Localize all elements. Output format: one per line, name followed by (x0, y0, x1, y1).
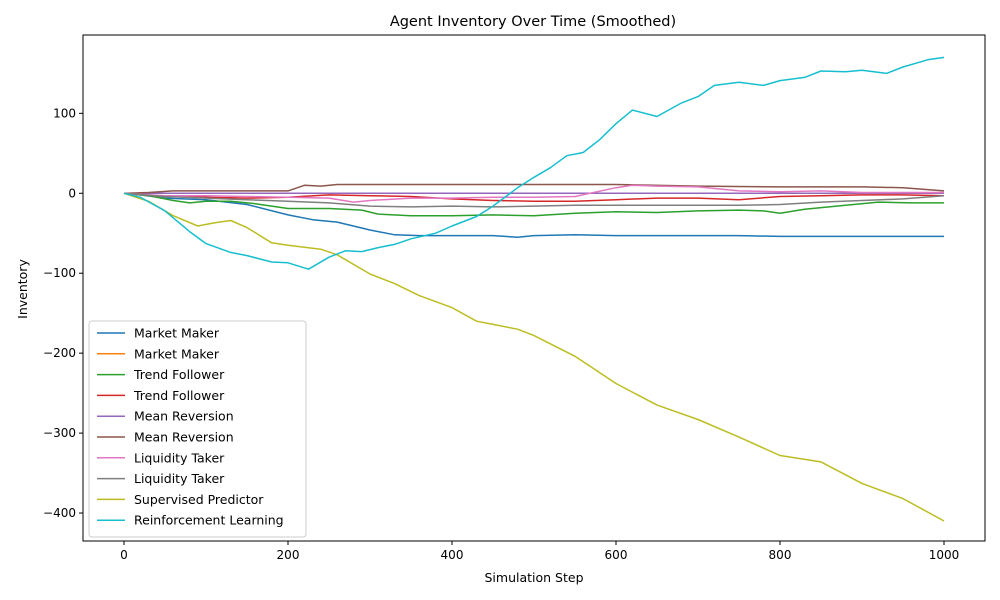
series-line-0 (123, 192, 944, 238)
legend-label: Mean Reversion (134, 409, 234, 424)
x-tick-label: 1000 (929, 548, 960, 562)
series-line-9 (123, 56, 945, 270)
legend-label: Mean Reversion (134, 430, 234, 445)
legend-label: Liquidity Taker (134, 450, 225, 465)
legend-label: Supervised Predictor (134, 492, 264, 507)
x-tick-label: 200 (277, 548, 300, 562)
series-line-5 (123, 183, 945, 195)
series-line-3 (123, 192, 945, 203)
legend: Market Maker Market Maker Trend Follower Tr… (88, 320, 307, 538)
chart-title: Agent Inventory Over Time (Smoothed) (390, 14, 676, 30)
legend-label: Trend Follower (133, 388, 225, 403)
legend-label: Market Maker (134, 346, 220, 361)
legend-label: Trend Follower (133, 367, 225, 382)
x-tick-label: 800 (769, 548, 792, 562)
y-axis: 100 0 −100 −200 −300 −400 (43, 106, 83, 520)
y-tick-label: 0 (68, 186, 76, 200)
y-tick-label: −400 (43, 506, 76, 520)
series-line-2 (123, 192, 944, 217)
series-line-6 (123, 184, 944, 203)
legend-label: Reinforcement Learning (134, 513, 284, 528)
plot-frame (82, 34, 986, 542)
series-lines (123, 56, 945, 522)
x-axis-label: Simulation Step (484, 570, 583, 585)
series-line-7 (123, 192, 945, 208)
y-tick-label: 100 (53, 106, 76, 120)
x-tick-label: 600 (605, 548, 628, 562)
legend-label: Market Maker (134, 326, 220, 341)
legend-box (88, 320, 307, 538)
legend-label: Liquidity Taker (134, 471, 225, 486)
x-tick-label: 400 (441, 548, 464, 562)
x-axis: 0 200 400 600 800 1000 (120, 541, 959, 562)
y-tick-label: −100 (43, 266, 76, 280)
y-tick-label: −200 (43, 346, 76, 360)
x-tick-label: 0 (120, 548, 128, 562)
y-tick-label: −300 (43, 426, 76, 440)
y-axis-label: Inventory (15, 259, 30, 319)
series-line-8 (123, 192, 945, 522)
